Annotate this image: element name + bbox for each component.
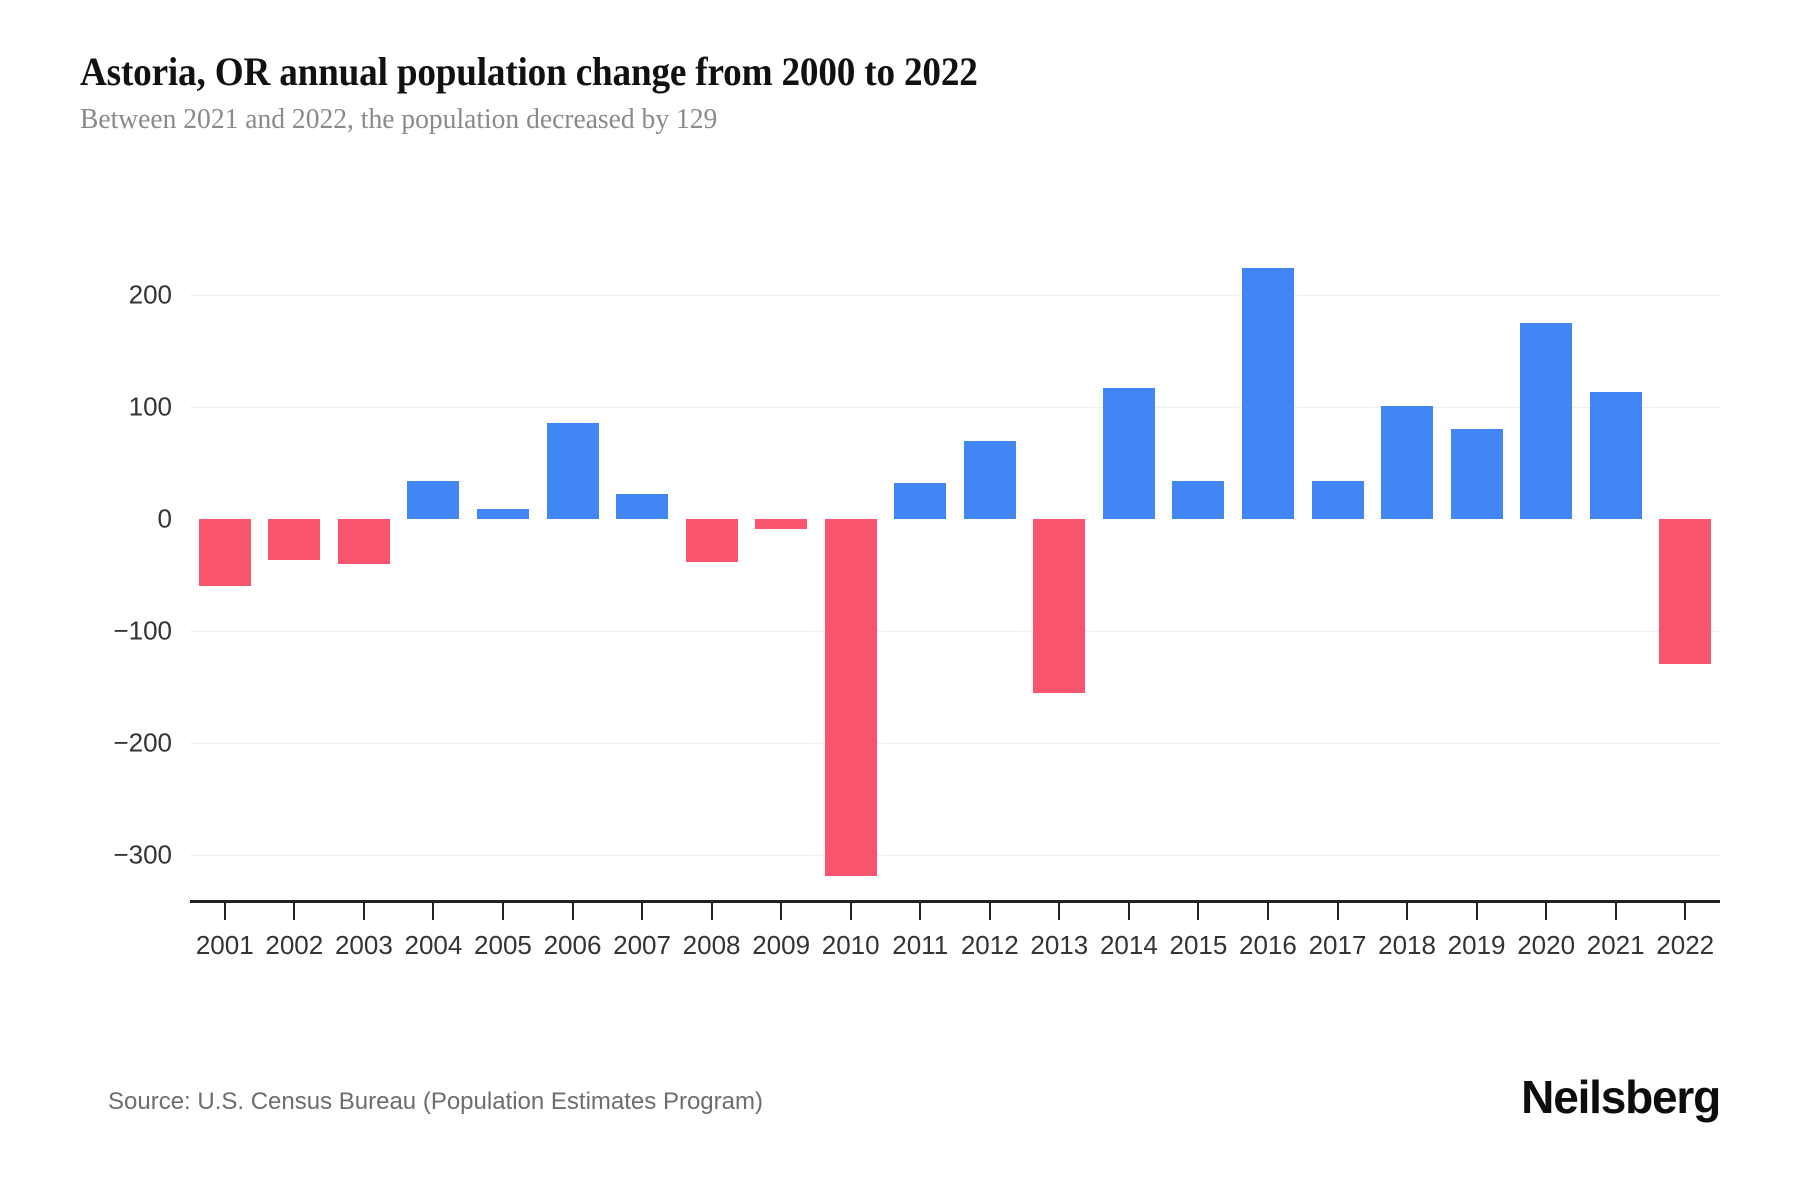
gridline--200 xyxy=(190,743,1720,745)
bar[interactable] xyxy=(1241,267,1294,519)
bar[interactable] xyxy=(685,518,738,562)
bar[interactable] xyxy=(1450,429,1503,519)
x-axis-tick xyxy=(501,903,504,920)
bar[interactable] xyxy=(963,440,1016,519)
x-axis-tick xyxy=(223,903,226,920)
page-title: Astoria, OR annual population change fro… xyxy=(80,49,978,94)
x-tick-label: 2018 xyxy=(1378,930,1436,960)
x-axis-tick xyxy=(1058,903,1061,920)
x-tick-label: 2001 xyxy=(195,930,254,960)
x-tick-label: 2012 xyxy=(960,930,1019,960)
x-tick-label: 2014 xyxy=(1099,930,1158,960)
bar[interactable] xyxy=(1381,405,1434,519)
gridline-100 xyxy=(190,406,1720,408)
bars-group xyxy=(190,250,1720,900)
x-tick-label: 2004 xyxy=(404,930,463,960)
y-tick-label: −300 xyxy=(113,839,172,870)
brand-logo: Neilsberg xyxy=(1521,1071,1721,1123)
x-tick-label: 2009 xyxy=(752,930,811,960)
x-tick-label: 2017 xyxy=(1308,930,1367,960)
bar[interactable] xyxy=(1172,480,1225,519)
bar[interactable] xyxy=(824,518,877,877)
x-axis-tick xyxy=(571,903,574,920)
x-tick-label: 2021 xyxy=(1586,930,1645,960)
y-tick-label: 200 xyxy=(128,279,172,310)
bar[interactable] xyxy=(1033,518,1086,693)
x-axis-line xyxy=(190,900,1720,903)
chart-header: Astoria, OR annual population change fro… xyxy=(80,48,1720,136)
x-axis-tick xyxy=(362,903,365,920)
y-tick-label: −200 xyxy=(113,727,172,758)
x-axis-tick xyxy=(1406,903,1409,920)
x-tick-label: 2002 xyxy=(265,930,324,960)
x-tick-label: 2015 xyxy=(1169,930,1228,960)
x-tick-label: 2010 xyxy=(821,930,880,960)
x-axis-tick xyxy=(1475,903,1478,920)
x-tick-label: 2013 xyxy=(1030,930,1089,960)
x-tick-label: 2006 xyxy=(543,930,602,960)
x-axis-tick xyxy=(1197,903,1200,920)
x-axis-tick xyxy=(432,903,435,920)
bar[interactable] xyxy=(476,508,529,519)
x-tick-label: 2016 xyxy=(1239,930,1297,960)
x-axis-tick xyxy=(1684,903,1687,920)
bar[interactable] xyxy=(337,518,390,564)
chart-inner: 200 100 0 −100 −200 −300 xyxy=(113,250,1720,900)
x-tick-label: 2007 xyxy=(613,930,671,960)
bar[interactable] xyxy=(268,518,321,561)
bar[interactable] xyxy=(1659,518,1712,664)
x-axis-tick xyxy=(710,903,713,920)
x-axis-tick xyxy=(1127,903,1130,920)
x-axis-tick xyxy=(849,903,852,920)
x-axis-tick xyxy=(293,903,296,920)
bar[interactable] xyxy=(1589,392,1642,519)
bar[interactable] xyxy=(1311,480,1364,519)
x-axis-tick xyxy=(1266,903,1269,920)
bar[interactable] xyxy=(616,494,669,519)
y-tick-label: 100 xyxy=(128,391,172,422)
y-tick-label: −100 xyxy=(113,615,172,646)
bar[interactable] xyxy=(198,518,251,587)
bar[interactable] xyxy=(755,518,808,530)
bar[interactable] xyxy=(894,483,947,519)
x-tick-label: 2020 xyxy=(1517,930,1576,960)
bar[interactable] xyxy=(1520,322,1573,519)
x-axis-tick xyxy=(1545,903,1548,920)
x-tick-label: 2005 xyxy=(474,930,532,960)
y-tick-label: 0 xyxy=(157,503,172,534)
x-axis-tick xyxy=(1336,903,1339,920)
bar[interactable] xyxy=(407,480,460,519)
x-axis-tick xyxy=(919,903,922,920)
x-axis-tick xyxy=(1614,903,1617,920)
gridline--300 xyxy=(190,855,1720,857)
x-tick-label: 2019 xyxy=(1447,930,1506,960)
source-note: Source: U.S. Census Bureau (Population E… xyxy=(108,1088,763,1115)
x-tick-label: 2011 xyxy=(892,930,949,960)
gridline--100 xyxy=(190,631,1720,633)
x-axis-tick xyxy=(641,903,644,920)
chart-subtitle: Between 2021 and 2022, the population de… xyxy=(80,103,718,135)
x-tick-label: 2022 xyxy=(1656,930,1715,960)
bar[interactable] xyxy=(546,422,599,519)
x-axis-tick xyxy=(988,903,991,920)
gridline-200 xyxy=(190,294,1720,296)
x-tick-label: 2003 xyxy=(334,930,393,960)
x-tick-label: 2008 xyxy=(682,930,741,960)
bar[interactable] xyxy=(1102,387,1155,519)
x-axis-tick xyxy=(780,903,783,920)
